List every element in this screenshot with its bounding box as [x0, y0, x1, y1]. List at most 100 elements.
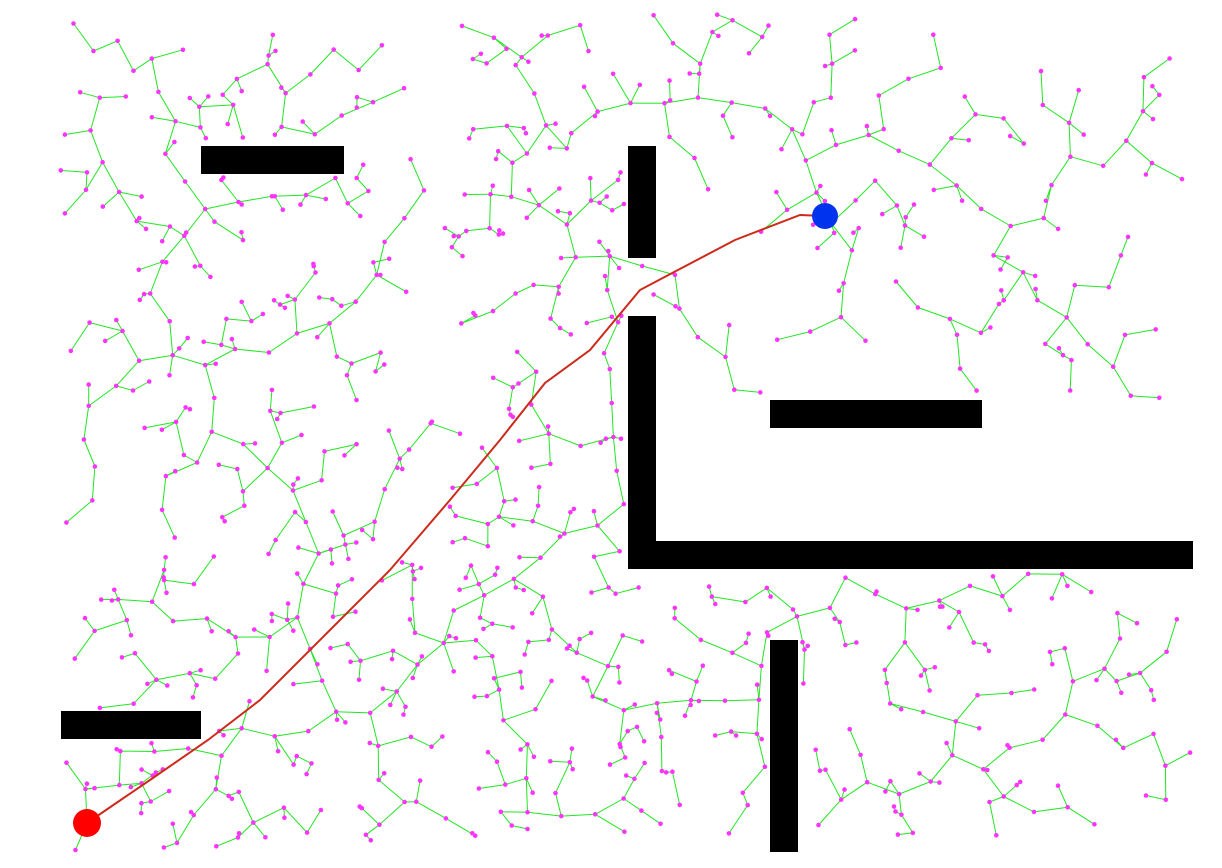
tree-edge	[564, 525, 598, 534]
tree-node	[176, 346, 182, 351]
tree-edge	[756, 684, 760, 700]
tree-node	[1119, 690, 1124, 696]
tree-node	[745, 802, 750, 808]
tree-edge	[609, 757, 626, 766]
tree-edge	[269, 616, 298, 638]
tree-edge	[281, 126, 315, 135]
tree-edge	[93, 40, 118, 52]
tree-node	[998, 267, 1003, 272]
tree-node	[167, 224, 173, 229]
tree-edge	[1166, 619, 1178, 652]
tree-node	[589, 590, 594, 595]
tree-node	[896, 791, 902, 797]
tree-node	[677, 802, 682, 808]
tree-node	[84, 170, 90, 175]
tree-node	[549, 678, 554, 684]
tree-edge	[1043, 217, 1059, 230]
tree-node	[363, 832, 369, 838]
tree-node	[58, 168, 64, 173]
tree-node	[790, 607, 796, 612]
tree-node	[451, 608, 457, 613]
tree-node	[1092, 822, 1097, 827]
tree-node	[564, 222, 570, 227]
tree-node	[986, 648, 992, 654]
tree-node	[595, 523, 600, 528]
tree-node	[815, 245, 820, 251]
tree-edge	[381, 564, 413, 581]
tree-node	[1151, 697, 1157, 703]
tree-node	[419, 654, 425, 659]
tree-edge	[513, 578, 544, 598]
tree-edge	[535, 680, 552, 710]
tree-node	[264, 668, 269, 674]
tree-node	[353, 609, 358, 614]
tree-node	[516, 438, 522, 444]
tree-node	[688, 702, 693, 708]
tree-edge	[951, 137, 969, 141]
tree-node	[536, 484, 542, 490]
tree-node	[822, 63, 828, 69]
tree-node	[180, 47, 186, 53]
tree-node	[367, 710, 373, 716]
tree-edge	[415, 780, 421, 802]
tree-node	[64, 520, 69, 525]
tree-node	[118, 748, 123, 754]
tree-node	[906, 76, 911, 82]
tree-node	[597, 200, 602, 206]
tree-node	[77, 90, 83, 95]
tree-node	[146, 379, 152, 384]
tree-node	[316, 551, 321, 556]
tree-edge	[241, 701, 250, 729]
tree-edge	[274, 736, 279, 752]
tree-node	[511, 576, 517, 582]
tree-nodes	[58, 12, 1193, 853]
tree-node	[807, 329, 813, 334]
tree-node	[346, 556, 351, 562]
tree-node	[219, 342, 224, 348]
tree-node	[990, 574, 996, 579]
tree-edge	[589, 178, 592, 201]
tree-node	[843, 575, 848, 580]
tree-edge	[569, 748, 573, 763]
tree-edge	[136, 220, 170, 227]
tree-node	[408, 156, 413, 162]
tree-node	[915, 305, 921, 310]
tree-node	[343, 542, 348, 547]
tree-node	[240, 489, 246, 494]
tree-node	[143, 226, 149, 232]
tree-node	[457, 431, 463, 437]
tree-edge	[461, 25, 495, 39]
tree-node	[220, 92, 225, 98]
tree-edge	[336, 711, 371, 714]
tree-node	[766, 23, 771, 28]
tree-edge	[1042, 714, 1066, 741]
tree-node	[410, 675, 416, 681]
tree-node	[888, 778, 893, 784]
tree-node	[1056, 346, 1062, 351]
tree-node	[484, 693, 490, 699]
tree-node	[429, 744, 434, 749]
tree-edge	[989, 801, 997, 836]
tree-node	[726, 831, 732, 836]
tree-node	[546, 637, 552, 643]
tree-node	[858, 752, 863, 758]
tree-node	[800, 639, 805, 645]
tree-edge	[281, 93, 287, 127]
tree-node	[451, 669, 457, 674]
tree-node	[510, 625, 515, 630]
tree-node	[290, 488, 296, 493]
tree-node	[1021, 141, 1027, 146]
tree-node	[811, 100, 817, 105]
tree-edge	[337, 578, 353, 586]
tree-node	[953, 719, 959, 724]
tree-edge	[481, 447, 498, 469]
tree-edge	[874, 180, 898, 206]
tree-edge	[83, 405, 90, 440]
tree-edge	[593, 511, 598, 526]
tree-edge	[1072, 668, 1105, 682]
tree-node	[494, 759, 500, 764]
tree-edge	[492, 293, 516, 312]
tree-node	[333, 709, 339, 714]
tree-edge	[694, 157, 709, 190]
tree-edge	[183, 235, 201, 267]
